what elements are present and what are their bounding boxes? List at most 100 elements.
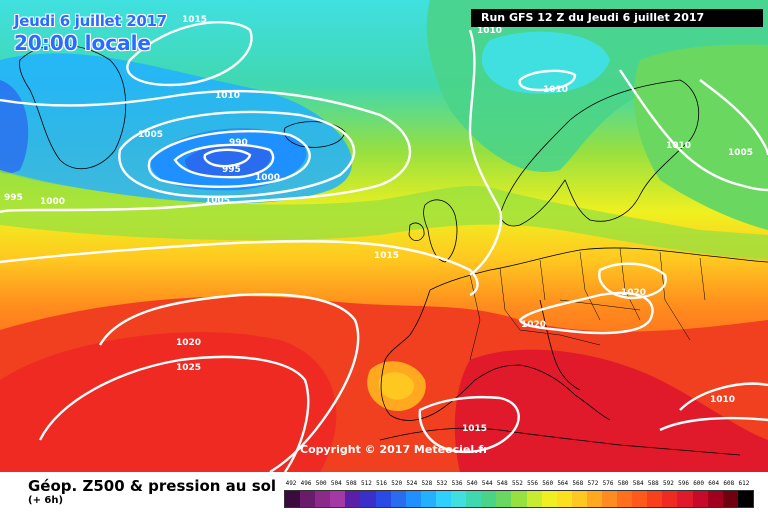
scale-tick-label: 564 [557, 480, 569, 487]
isobar-label: 1010 [666, 141, 691, 151]
scale-tick-label: 548 [496, 480, 508, 487]
isobar-1020-high [98, 293, 360, 472]
scale-swatch [677, 491, 693, 507]
scale-swatch [632, 491, 648, 507]
scale-swatch [526, 491, 542, 507]
scale-tick-label: 580 [617, 480, 629, 487]
hot-zone-atlantic [0, 332, 337, 472]
scale-tick-label: 568 [572, 480, 584, 487]
scale-swatch [601, 491, 618, 507]
isobar-label: 1015 [182, 15, 207, 25]
scale-swatch [285, 491, 301, 507]
scale-swatch [586, 491, 602, 507]
isobar-label: 1010 [543, 85, 568, 95]
scale-tick-label: 512 [361, 480, 372, 487]
isobar-label: 1015 [374, 251, 399, 261]
scale-swatch [707, 491, 723, 507]
isobar-label: 995 [4, 193, 23, 203]
isobar-1015-east-med [659, 416, 768, 432]
scale-swatch [617, 491, 633, 507]
scale-swatch [375, 491, 391, 507]
scale-swatch [722, 491, 738, 507]
scale-swatch [466, 491, 482, 507]
isobar-label: 1015 [462, 424, 487, 434]
isobar-label: 1000 [255, 173, 280, 183]
scale-tick-label: 596 [678, 480, 689, 487]
scale-tick-label: 584 [632, 480, 644, 487]
color-scale-labels: 492 496 500 504 508 512 516 520 524 528 532 536 540 5… [282, 480, 752, 490]
scale-tick-label: 572 [587, 480, 599, 487]
scale-swatch [647, 491, 663, 507]
isobar-label: 1010 [477, 26, 502, 36]
isobar-labels: 1015 1010 1010 1005 990 995 1000 1005 99… [4, 15, 753, 434]
scale-swatch [737, 491, 753, 507]
isobar-1005-low [118, 110, 356, 199]
legend-subtitle: (+ 6h) [28, 495, 64, 506]
scale-tick-label: 492 [285, 480, 297, 487]
isobar-1015-north [126, 21, 253, 87]
scale-swatch [556, 491, 572, 507]
scale-tick-label: 540 [466, 480, 478, 487]
scale-tick-label: 504 [330, 480, 342, 487]
scale-swatch [300, 491, 316, 507]
isobar-995-low [173, 143, 275, 179]
scale-tick-label: 496 [300, 480, 312, 487]
run-info-banner: Run GFS 12 Z du Jeudi 6 juillet 2017 [471, 9, 763, 27]
scandinavia-coast [499, 79, 699, 227]
scale-tick-label: 536 [451, 480, 463, 487]
isobar-label: 990 [229, 138, 248, 148]
scale-tick-label: 544 [481, 480, 493, 487]
greenland-coast [19, 44, 127, 169]
color-scale-bar [284, 490, 754, 508]
british-isles-coast [408, 199, 458, 263]
scale-swatch [405, 491, 421, 507]
scale-swatch [511, 491, 527, 507]
scale-tick-label: 588 [647, 480, 659, 487]
scale-swatch [496, 491, 512, 507]
scale-tick-label: 552 [512, 480, 523, 487]
isobar-1010-greenland [0, 89, 412, 214]
scale-tick-label: 508 [345, 480, 357, 487]
iberia-warm-core [378, 372, 415, 400]
isobar-1010-med [679, 382, 768, 411]
scale-swatch [481, 491, 497, 507]
isobar-label: 1020 [621, 288, 646, 298]
isobar-990-low [203, 148, 252, 168]
scale-swatch [420, 491, 436, 507]
scale-swatch [571, 491, 587, 507]
hot-zone-med [454, 349, 768, 472]
europe-coast [380, 247, 768, 421]
green-band [0, 170, 768, 260]
isobar-label: 1000 [40, 197, 65, 207]
scale-swatch [451, 491, 467, 507]
scale-tick-label: 524 [406, 480, 418, 487]
isobar-label: 1005 [205, 196, 230, 206]
africa-coast [379, 427, 741, 456]
scale-tick-label: 592 [662, 480, 674, 487]
isobar-label: 1010 [215, 91, 240, 101]
isobar-1015-north-sea [468, 29, 503, 276]
isobar-label: 1010 [710, 395, 735, 405]
country-borders [469, 247, 706, 361]
legend-title: Géop. Z500 & pression au sol [28, 477, 277, 495]
scale-tick-label: 500 [315, 480, 327, 487]
coastlines [19, 44, 768, 456]
isobar-label: 995 [222, 165, 241, 175]
isobar-1015-atlantic [0, 240, 479, 297]
scale-tick-label: 612 [738, 480, 750, 487]
scale-swatch [435, 491, 452, 507]
isobar-label: 1020 [176, 338, 201, 348]
isobar-1010-scandi [518, 69, 577, 92]
isobar-1000-low [147, 130, 311, 188]
scale-tick-label: 516 [376, 480, 387, 487]
scale-swatch [345, 491, 361, 507]
isobar-1020-alps [518, 291, 654, 335]
scale-tick-label: 604 [708, 480, 720, 487]
scale-tick-label: 576 [602, 480, 614, 487]
isobar-1015-med [418, 395, 520, 454]
isobar-1025-high [38, 355, 310, 472]
forecast-time: 20:00 locale [14, 31, 151, 55]
iceland-coast [283, 121, 346, 148]
forecast-date: Jeudi 6 juillet 2017 [14, 12, 167, 30]
